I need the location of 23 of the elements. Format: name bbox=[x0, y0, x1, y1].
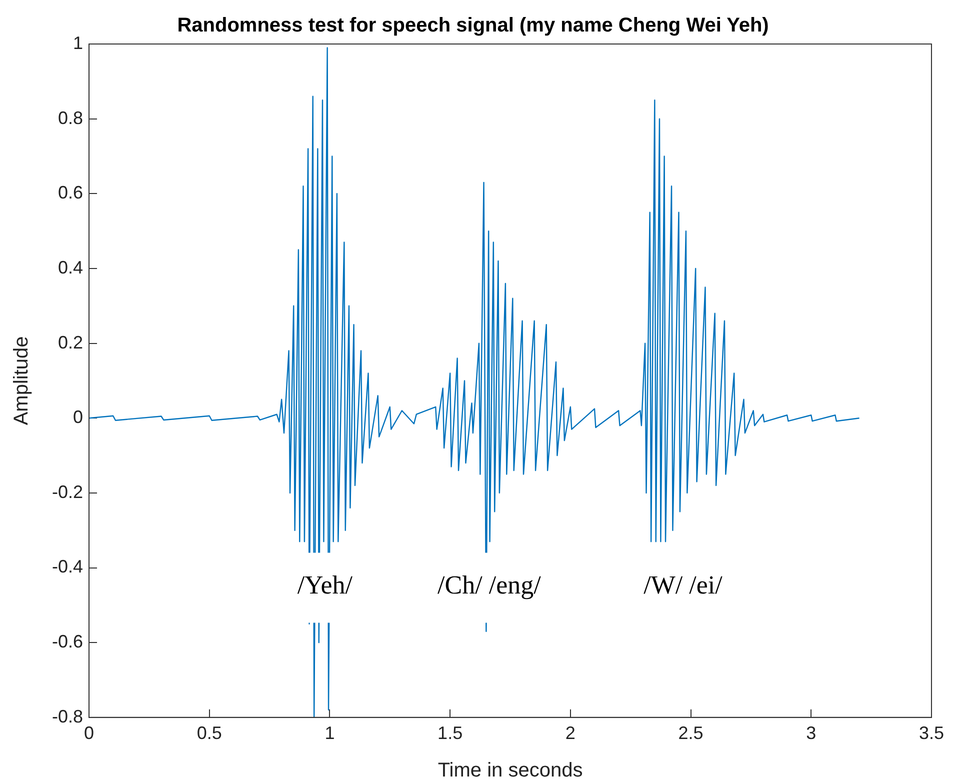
y-tick-label: -0.8 bbox=[52, 706, 84, 726]
x-axis-title: Time in seconds bbox=[438, 760, 583, 782]
annotation: /Yeh/ bbox=[297, 570, 354, 600]
y-axis-title: Amplitude bbox=[10, 336, 33, 426]
x-tick-label: 2 bbox=[565, 723, 576, 744]
y-tick-label: -0.4 bbox=[52, 556, 84, 577]
x-tick-label: 2.5 bbox=[678, 723, 704, 744]
x-tick-label: 1.5 bbox=[438, 723, 463, 744]
y-tick-label: -0.2 bbox=[52, 482, 84, 502]
x-tick-label: 3 bbox=[806, 723, 816, 744]
x-tick-label: 1 bbox=[324, 723, 335, 744]
y-tick-label: 0.8 bbox=[58, 108, 84, 128]
chart-title: Randomness test for speech signal (my name Cheng Wei Yeh) bbox=[177, 14, 769, 37]
y-tick-label: 1 bbox=[73, 32, 84, 53]
y-tick-label: -0.6 bbox=[52, 632, 84, 652]
x-tick-label: 3.5 bbox=[918, 723, 944, 744]
y-tick-label: 0 bbox=[73, 407, 84, 428]
annotation: /W/ /ei/ bbox=[644, 570, 724, 600]
annotation: /Ch/ /eng/ bbox=[438, 570, 542, 600]
y-tick-label: 0.6 bbox=[58, 182, 84, 203]
y-tick-label: 0.4 bbox=[58, 257, 84, 278]
y-tick-label: 0.2 bbox=[58, 332, 84, 352]
x-tick-label: 0.5 bbox=[196, 723, 222, 744]
